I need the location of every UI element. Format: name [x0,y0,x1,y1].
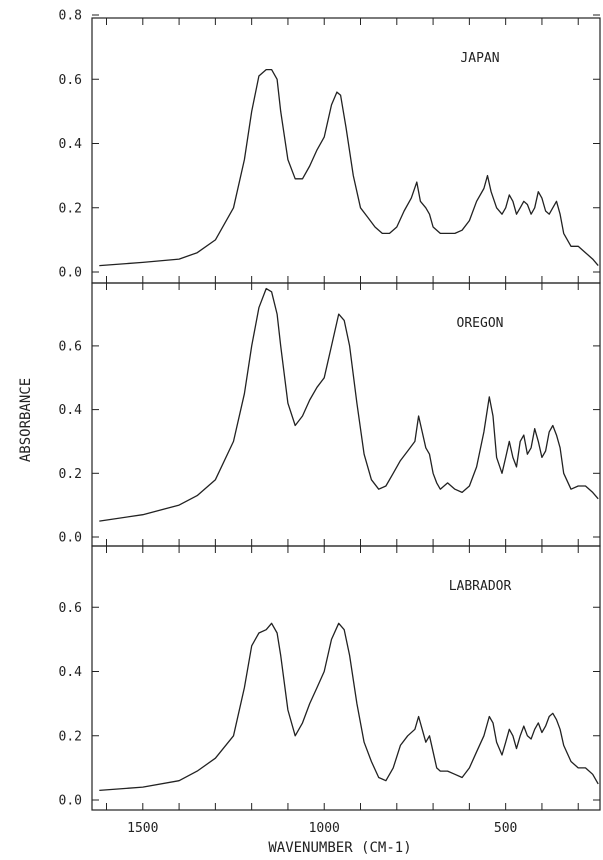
panel-frame [91,17,601,284]
y-tick-label: 0.8 [59,9,82,24]
spectrum-line [99,287,599,522]
spectrum-line [99,622,599,792]
y-tick-label: 0.4 [59,403,83,418]
panel-title: OREGON [457,316,504,331]
x-tick-label: 500 [494,821,517,836]
y-tick-label: 0.4 [59,137,83,152]
spectrum-line [99,68,599,267]
y-tick-label: 0.6 [59,339,82,354]
panel-1: 0.0 0.2 0.4 0.6 0.8 JAPAN [59,9,601,284]
panel-title: JAPAN [460,51,499,66]
y-axis-label: ABSORBANCE [18,378,34,462]
panel-frame [91,545,601,811]
y-tick-label: 0.6 [59,601,82,616]
y-tick-label: 0.0 [59,266,82,281]
panel-title: LABRADOR [449,579,512,594]
y-tick-label: 0.0 [59,794,82,809]
y-tick-label: 0.6 [59,73,82,88]
panel-3: 0.0 0.2 0.4 0.6 LABRADOR [59,545,601,811]
panels: 0.00.20.40.60.8JAPAN0.00.20.40.6OREGON0.… [59,9,601,836]
y-tick-label: 0.4 [59,665,83,680]
x-tick-label: 1000 [309,821,340,836]
panel-2: 0.0 0.2 0.4 0.6 OREGON [59,282,601,547]
y-tick-label: 0.2 [59,467,82,482]
y-tick-label: 0.2 [59,201,82,216]
panel-frame [91,282,601,547]
x-tick-label: 1500 [127,821,158,836]
y-tick-label: 0.0 [59,531,82,546]
y-tick-label: 0.2 [59,729,82,744]
x-axis-label: WAVENUMBER (CM-1) [268,840,411,856]
